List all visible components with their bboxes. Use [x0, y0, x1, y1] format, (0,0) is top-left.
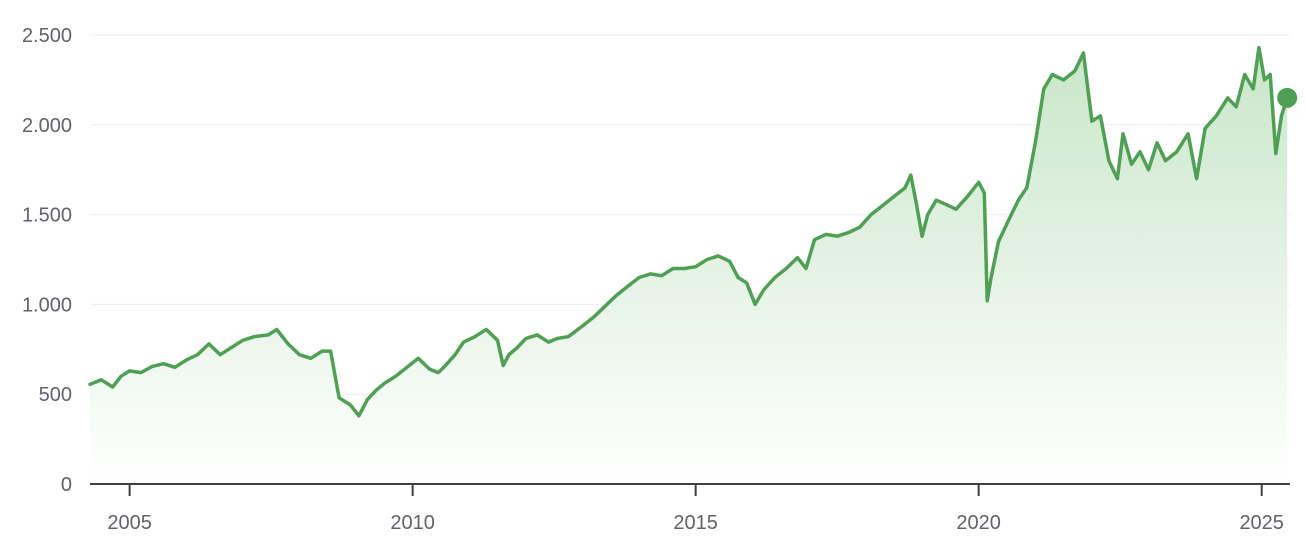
series-line	[88, 45, 1289, 418]
end-marker	[1277, 87, 1298, 108]
y-tick-label: 500	[39, 384, 72, 406]
y-axis-labels: 0 500 1.000 1.500 2.000 2.500	[22, 25, 72, 496]
x-tick-label: 2020	[956, 512, 1001, 534]
y-tick-label: 1.000	[22, 294, 72, 316]
x-tick-label: 2010	[390, 512, 435, 534]
y-tick-label: 2.500	[22, 25, 72, 47]
area-fill	[90, 47, 1288, 484]
y-tick-label: 2.000	[22, 115, 72, 137]
x-tick-label: 2015	[673, 512, 718, 534]
x-axis-ticks: 2005 2010 2015 2020 2025	[107, 484, 1284, 534]
y-tick-label: 1.500	[22, 205, 72, 227]
x-tick-label: 2005	[107, 512, 152, 534]
y-tick-label: 0	[61, 474, 72, 496]
x-tick-label: 2025	[1239, 512, 1284, 534]
